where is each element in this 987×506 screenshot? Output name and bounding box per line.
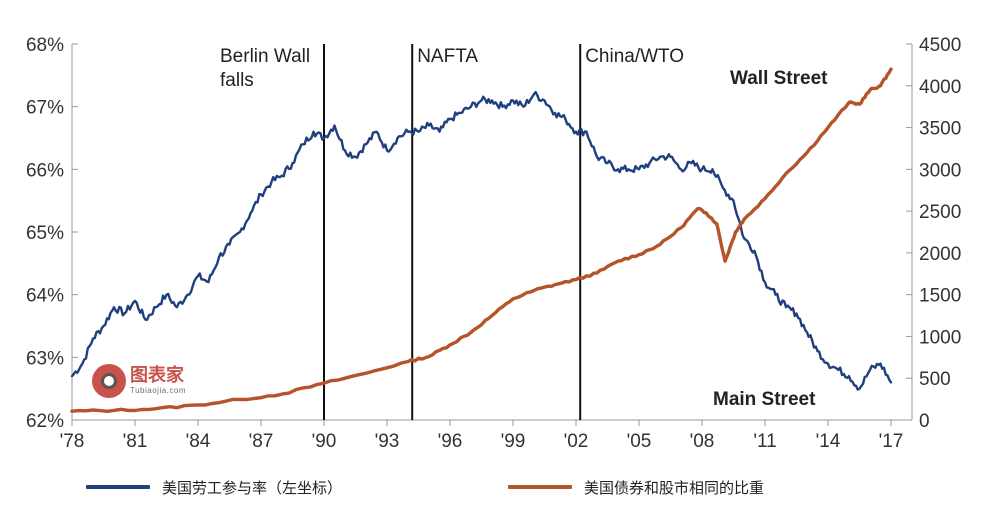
x-tick-label: '05 <box>627 431 652 452</box>
x-tick-label: '17 <box>879 431 904 452</box>
x-tick-label: '99 <box>501 431 526 452</box>
right-tick-label: 3500 <box>919 119 961 140</box>
x-tick-label: '78 <box>60 431 85 452</box>
x-tick-label: '08 <box>690 431 715 452</box>
x-tick-label: '81 <box>123 431 148 452</box>
event-label: NAFTA <box>417 46 478 67</box>
x-tick-label: '11 <box>753 431 776 452</box>
tick-labels: 62% 63% 64% 65% 66% 67% 68% 0 500 1000 1500 2000 250… <box>26 35 961 452</box>
watermark-title: 图表家 <box>130 365 184 386</box>
event-label: China/WTO <box>585 46 684 67</box>
x-tick-label: '02 <box>564 431 589 452</box>
right-tick-label: 1000 <box>919 327 961 348</box>
series-line-labor-participation <box>70 91 893 391</box>
left-tick-label: 65% <box>26 223 64 244</box>
watermark-subtitle: Tubiaojia.com <box>130 386 187 395</box>
legend-label-bond-stock-share: 美国债券和股市相同的比重 <box>584 479 765 497</box>
x-tick-label: '96 <box>438 431 463 452</box>
left-tick-label: 63% <box>26 348 64 369</box>
x-tick-label: '87 <box>249 431 274 452</box>
x-tick-label: '90 <box>312 431 337 452</box>
event-label: falls <box>220 70 254 91</box>
dual-axis-line-chart: 62% 63% 64% 65% 66% 67% 68% 0 500 1000 1500 2000 250… <box>26 35 961 452</box>
x-tick-label: '84 <box>186 431 211 452</box>
x-tick-label: '93 <box>375 431 400 452</box>
left-tick-label: 62% <box>26 411 64 432</box>
legend-item-bond-stock-share: 美国债券和股市相同的比重 <box>508 476 764 498</box>
series-line-bond-stock-share <box>70 67 893 413</box>
right-tick-label: 0 <box>919 411 930 432</box>
right-tick-label: 2000 <box>919 244 961 265</box>
left-tick-label: 67% <box>26 98 64 119</box>
right-tick-label: 4500 <box>919 35 961 56</box>
watermark-badge-icon <box>92 364 126 398</box>
left-tick-label: 66% <box>26 160 64 181</box>
right-tick-label: 500 <box>919 369 951 390</box>
event-markers <box>323 44 582 420</box>
x-tick-label: '14 <box>816 431 841 452</box>
series-lines <box>70 67 893 413</box>
event-label: Berlin Wall <box>220 46 310 67</box>
right-tick-label: 2500 <box>919 202 961 223</box>
legend-item-labor-participation: 美国劳工参与率（左坐标） <box>86 476 342 498</box>
watermark-logo: 图表家 Tubiaojia.com <box>92 364 186 398</box>
right-tick-label: 1500 <box>919 286 961 307</box>
left-tick-label: 64% <box>26 286 64 307</box>
wall-street-annotation: Wall Street <box>730 68 828 89</box>
legend-label-labor-participation: 美国劳工参与率（左坐标） <box>162 479 343 497</box>
legend-swatch-orange <box>508 485 572 489</box>
right-tick-label: 3000 <box>919 160 961 181</box>
legend-swatch-blue <box>86 485 150 489</box>
right-tick-label: 4000 <box>919 77 961 98</box>
main-street-annotation: Main Street <box>713 389 816 410</box>
left-tick-label: 68% <box>26 35 64 56</box>
axes <box>71 43 913 426</box>
